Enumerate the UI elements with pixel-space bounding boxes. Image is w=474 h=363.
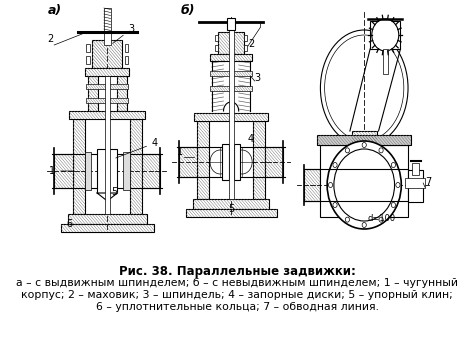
Text: 5: 5	[111, 187, 118, 197]
Text: 4: 4	[248, 134, 254, 144]
Bar	[86, 44, 90, 52]
Bar	[123, 152, 130, 190]
Circle shape	[379, 217, 383, 222]
Circle shape	[372, 19, 399, 51]
Bar	[130, 119, 142, 214]
Text: 3: 3	[255, 73, 261, 83]
Text: 1: 1	[49, 166, 73, 176]
Circle shape	[392, 203, 395, 208]
Bar	[227, 18, 235, 30]
Circle shape	[392, 163, 395, 167]
Bar	[405, 178, 425, 188]
Bar	[105, 76, 110, 214]
Ellipse shape	[320, 30, 408, 146]
Bar	[88, 76, 98, 111]
Bar	[412, 163, 419, 175]
Bar	[320, 145, 408, 217]
Circle shape	[333, 163, 337, 167]
Bar	[215, 35, 219, 41]
Bar	[228, 22, 234, 199]
Bar	[104, 8, 110, 45]
Bar	[253, 121, 265, 199]
Bar	[54, 154, 73, 188]
Text: d=100: d=100	[368, 214, 396, 223]
Circle shape	[396, 183, 400, 188]
Bar	[194, 113, 268, 121]
Text: 2: 2	[47, 34, 54, 44]
Bar	[125, 56, 128, 64]
Bar	[109, 149, 118, 193]
Text: 5: 5	[228, 204, 234, 214]
Bar	[85, 68, 129, 76]
Bar	[73, 119, 84, 214]
Text: Рис. 38. Параллельные задвижки:: Рис. 38. Параллельные задвижки:	[118, 265, 356, 278]
Circle shape	[345, 148, 349, 153]
Bar	[197, 121, 209, 199]
Bar	[142, 154, 160, 188]
Bar	[125, 44, 128, 52]
Ellipse shape	[325, 35, 404, 141]
Text: а): а)	[47, 4, 62, 17]
Bar	[69, 111, 145, 119]
Bar	[352, 131, 377, 151]
Bar	[210, 71, 252, 76]
Text: б): б)	[181, 4, 195, 17]
Bar	[68, 214, 147, 224]
Text: 6 – уплотнительные кольца; 7 – обводная линия.: 6 – уплотнительные кольца; 7 – обводная …	[95, 302, 379, 312]
Bar	[370, 21, 401, 49]
Bar	[408, 170, 423, 202]
Circle shape	[327, 141, 401, 229]
Bar	[86, 84, 128, 89]
Bar	[193, 199, 269, 209]
Bar	[186, 209, 277, 217]
Bar	[117, 76, 127, 111]
Bar	[317, 135, 411, 145]
Circle shape	[362, 143, 366, 147]
Polygon shape	[97, 193, 118, 201]
Bar	[303, 169, 320, 201]
Bar	[215, 45, 219, 51]
Circle shape	[232, 150, 252, 174]
Text: 6: 6	[66, 219, 72, 229]
Bar	[244, 45, 247, 51]
Circle shape	[333, 203, 337, 208]
Text: а – с выдвижным шпинделем; б – с невыдвижным шпинделем; 1 – чугунный: а – с выдвижным шпинделем; б – с невыдви…	[16, 278, 458, 288]
Text: 1: 1	[177, 147, 183, 157]
Bar	[219, 32, 244, 54]
Text: 3: 3	[113, 24, 135, 43]
Text: 7: 7	[425, 177, 431, 187]
Bar	[61, 224, 154, 232]
Bar	[97, 149, 106, 193]
Circle shape	[345, 217, 349, 222]
Bar	[234, 144, 240, 180]
Circle shape	[362, 223, 366, 228]
Text: 4: 4	[116, 138, 158, 158]
Bar	[265, 147, 283, 177]
Circle shape	[334, 149, 394, 221]
Circle shape	[379, 148, 383, 153]
Text: корпус; 2 – маховик; 3 – шпиндель; 4 – запорные диски; 5 – упорный клин;: корпус; 2 – маховик; 3 – шпиндель; 4 – з…	[21, 290, 453, 300]
Bar	[179, 147, 197, 177]
Circle shape	[328, 183, 333, 188]
Circle shape	[210, 150, 230, 174]
Bar	[210, 86, 252, 91]
Bar	[383, 49, 388, 74]
Bar	[84, 152, 91, 190]
Bar	[222, 144, 228, 180]
Text: 2: 2	[248, 39, 254, 49]
Bar	[86, 56, 90, 64]
Bar	[92, 40, 122, 68]
Bar	[86, 98, 128, 103]
Bar	[244, 35, 247, 41]
Bar	[210, 54, 252, 61]
